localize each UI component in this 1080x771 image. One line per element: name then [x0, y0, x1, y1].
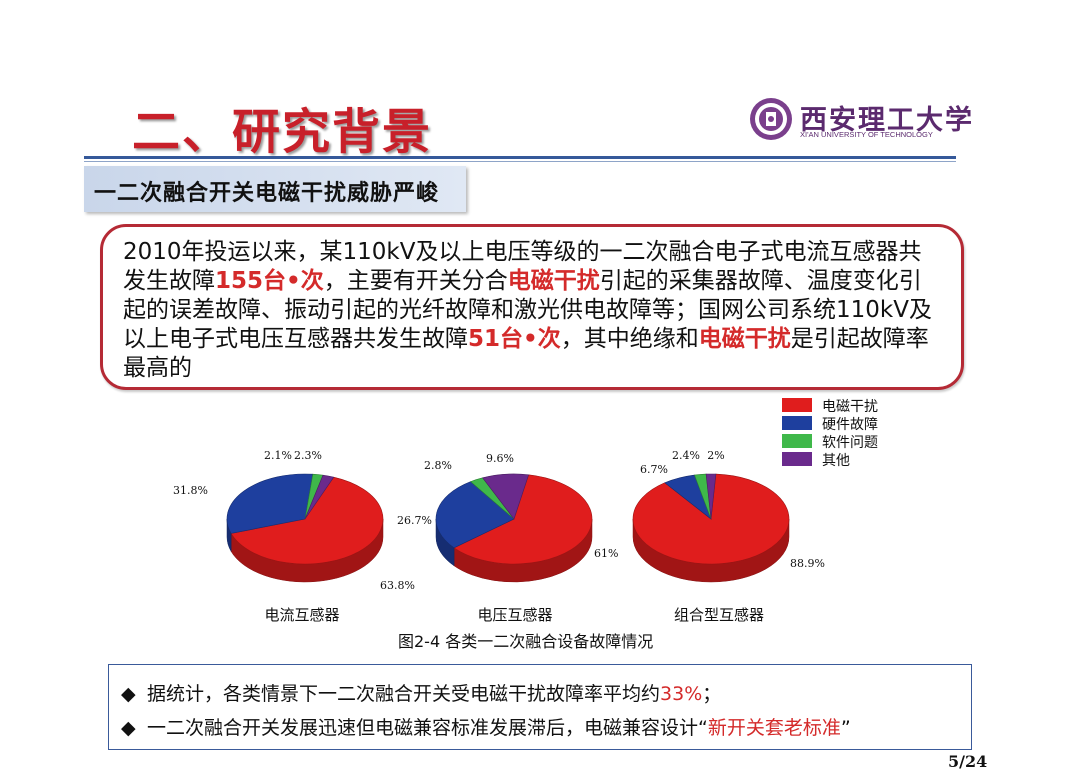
- pie-percent-label: 31.8%: [173, 484, 208, 497]
- bullet-item: ◆ 据统计，各类情景下一二次融合开关受电磁干扰故障率平均约33%；: [121, 679, 721, 706]
- legend-swatch: [782, 452, 812, 466]
- logo-chinese-text: 西安理工大学: [800, 105, 974, 136]
- bullet-text: 据统计，各类情景下一二次融合开关受电磁干扰故障率平均约: [147, 683, 661, 705]
- summary-box: ◆ 据统计，各类情景下一二次融合开关受电磁干扰故障率平均约33%； ◆ 一二次融合开…: [108, 664, 972, 750]
- pie-slice: [304, 474, 335, 520]
- pie-slice: [435, 481, 515, 549]
- university-emblem-icon: [750, 98, 792, 140]
- pie-slice: [226, 473, 314, 534]
- pie-chart-title: 组合型互感器: [674, 606, 764, 624]
- section-subtitle: 一二次融合开关电磁干扰威胁严峻: [94, 181, 440, 206]
- bullet-text: 一二次融合开关发展迅速但电磁兼容标准发展滞后，电磁兼容设计“: [147, 717, 708, 739]
- description-text: 以上电子式电压互感器共发生故障: [123, 326, 468, 352]
- description-line: 以上电子式电压互感器共发生故障51台•次，其中绝缘和电磁干扰是引起故障率: [123, 325, 929, 353]
- description-text: 引起的采集器故障、温度变化引: [599, 268, 922, 294]
- legend-swatch: [782, 434, 812, 448]
- figure-caption: 图2-4 各类一二次融合设备故障情况: [398, 632, 654, 651]
- description-line: 发生故障155台•次，主要有开关分合电磁干扰引起的采集器故障、温度变化引: [123, 267, 922, 295]
- bullet-item: ◆ 一二次融合开关发展迅速但电磁兼容标准发展滞后，电磁兼容设计“新开关套老标准”: [121, 713, 851, 740]
- legend-label: 电磁干扰: [822, 399, 878, 415]
- description-text: 是引起故障率: [790, 326, 929, 352]
- legend-label: 其他: [822, 453, 850, 469]
- pie-chart-title: 电压互感器: [477, 606, 552, 624]
- description-line: 最高的: [123, 354, 192, 382]
- highlight-count: 155台•次: [215, 268, 324, 294]
- logo-english-text: XI'AN UNIVERSITY OF TECHNOLOGY: [800, 130, 933, 139]
- description-text: ，主要有开关分合: [323, 268, 508, 294]
- description-text: 最高的: [123, 355, 192, 381]
- highlight-count: 51台•次: [468, 326, 561, 352]
- pie-percent-label: 88.9%: [790, 557, 825, 570]
- description-text: 发生故障: [123, 268, 215, 294]
- pie-percent-label: 2.8%: [424, 459, 452, 472]
- pie-percent-label: 2.1%: [264, 449, 292, 462]
- pie-percent-label: 2.3%: [294, 449, 322, 462]
- pie-percent-label: 2.4%: [672, 449, 700, 462]
- pie-percent-label: 6.7%: [640, 463, 668, 476]
- university-logo: 西安理工大学 XI'AN UNIVERSITY OF TECHNOLOGY: [748, 96, 972, 146]
- pie-percent-label: 63.8%: [380, 579, 415, 592]
- pie-chart-title: 电流互感器: [264, 606, 339, 624]
- description-text: ，其中绝缘和: [560, 326, 699, 352]
- description-line: 2010年投运以来，某110kV及以上电压等级的一二次融合电子式电流互感器共: [123, 238, 922, 266]
- description-text: 2010年投运以来，某110kV及以上电压等级的一二次融合电子式电流互感器共: [123, 239, 922, 265]
- highlight-phrase: 新开关套老标准: [707, 717, 841, 739]
- page-title: 二、研究背景: [132, 104, 433, 160]
- description-box: 2010年投运以来，某110kV及以上电压等级的一二次融合电子式电流互感器共 发…: [100, 224, 964, 390]
- highlight-percent: 33%: [660, 683, 703, 705]
- pie-percent-label: 61%: [594, 547, 618, 560]
- pie-chart: 88.9% 6.7% 2.4% 2% 组合型互感器: [632, 449, 825, 624]
- page-number: 5/24: [948, 752, 988, 771]
- header-divider-thin: [84, 161, 956, 162]
- legend-swatch: [782, 416, 812, 430]
- legend-label: 硬件故障: [822, 417, 878, 433]
- diamond-bullet-icon: ◆: [121, 717, 136, 739]
- description-text: 起的误差故障、振动引起的光纤故障和激光供电故障等；国网公司系统110kV及: [123, 297, 932, 323]
- pie-slice: [453, 474, 593, 565]
- pie-slice: [482, 473, 530, 520]
- bullet-text: ”: [840, 717, 851, 739]
- description-line: 起的误差故障、振动引起的光纤故障和激光供电故障等；国网公司系统110kV及: [123, 296, 932, 324]
- subtitle-banner: 一二次融合开关电磁干扰威胁严峻: [84, 166, 466, 212]
- diamond-bullet-icon: ◆: [121, 683, 136, 705]
- pie-chart: 63.8% 31.8% 2.1% 2.3% 电流互感器: [173, 449, 415, 624]
- legend-label: 软件问题: [822, 435, 878, 451]
- pie-percent-label: 26.7%: [397, 514, 432, 527]
- pie-slice: [230, 476, 384, 565]
- pie-percent-label: 2%: [707, 449, 724, 462]
- highlight-term: 电磁干扰: [698, 326, 791, 352]
- pie-percent-label: 9.6%: [486, 452, 514, 465]
- bullet-text: ；: [702, 683, 722, 705]
- legend-swatch: [782, 398, 812, 412]
- header-divider: [84, 156, 956, 159]
- pie-chart: 61% 26.7% 2.8% 9.6% 电压互感器: [397, 452, 618, 624]
- highlight-term: 电磁干扰: [507, 268, 600, 294]
- pie-slice: [705, 473, 717, 520]
